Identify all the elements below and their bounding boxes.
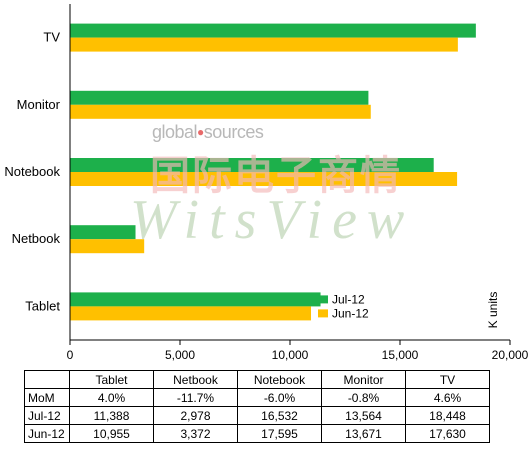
table-cell: 17,630 [405, 424, 490, 443]
table-cell: 10,955 [69, 424, 154, 443]
bar-jun-12-tablet [70, 306, 312, 321]
table-row: Jun-12 10,955 3,372 17,595 13,671 17,630 [24, 424, 490, 443]
table-row: Jul-12 11,388 2,978 16,532 13,564 18,448 [24, 406, 490, 425]
bar-chart: 0 5,000 10,000 15,000 20,000 TV Monitor Notebo… [4, 4, 529, 362]
table-header-row: Tablet Netbook Notebook Monitor TV [24, 370, 490, 389]
column-header: Notebook [237, 370, 322, 389]
y-tick-label: Monitor [17, 97, 61, 112]
legend-label: Jul-12 [332, 292, 365, 306]
table-cell: -11.7% [153, 388, 238, 407]
column-header: Tablet [69, 370, 154, 389]
y-tick-label: Notebook [4, 164, 60, 179]
bar-jul-12-monitor [70, 90, 369, 105]
y-tick-label: Netbook [12, 231, 61, 246]
table-cell: 4.0% [69, 388, 154, 407]
table-cell: 2,978 [153, 406, 238, 425]
watermark-witsview: WitsView [130, 189, 415, 251]
x-tick-label: 0 [67, 348, 74, 362]
table-cell: 11,388 [69, 406, 154, 425]
table-cell: -0.8% [321, 388, 406, 407]
table-corner-cell [24, 370, 70, 389]
bar-jul-12-netbook [70, 225, 136, 240]
bar-jul-12-tv [70, 23, 476, 38]
table-cell: 13,564 [321, 406, 406, 425]
legend-label: Jun-12 [332, 306, 369, 320]
bar-jun-12-tv [70, 37, 458, 52]
row-label: MoM [24, 388, 70, 407]
table-cell: 3,372 [153, 424, 238, 443]
bar-jul-12-tablet [70, 292, 321, 307]
watermark-global-sources: global●sources [152, 122, 264, 142]
bar-jun-12-netbook [70, 239, 145, 254]
y-tick-label: TV [43, 30, 60, 45]
column-header: Monitor [321, 370, 406, 389]
table-cell: 4.6% [405, 388, 490, 407]
column-header: Netbook [153, 370, 238, 389]
bar-jun-12-monitor [70, 104, 371, 119]
x-tick-label: 10,000 [272, 348, 309, 362]
table-row: MoM 4.0% -11.7% -6.0% -0.8% 4.6% [24, 388, 490, 407]
x-tick-label: 15,000 [382, 348, 419, 362]
row-label: Jul-12 [24, 406, 70, 425]
table-cell: -6.0% [237, 388, 322, 407]
table-cell: 18,448 [405, 406, 490, 425]
table-cell: 16,532 [237, 406, 322, 425]
data-table: Tablet Netbook Notebook Monitor TV MoM 4… [24, 370, 490, 443]
bar-jul-12-notebook [70, 158, 434, 172]
table-cell: 17,595 [237, 424, 322, 443]
y-tick-label: Tablet [25, 298, 60, 313]
column-header: TV [405, 370, 490, 389]
unit-label: K units [486, 292, 500, 329]
x-tick-label: 5,000 [165, 348, 195, 362]
watermark-chinese: 国际电子商情 [150, 154, 402, 198]
table-cell: 13,671 [321, 424, 406, 443]
bar-jun-12-notebook [70, 172, 458, 186]
x-tick-label: 20,000 [492, 348, 529, 362]
row-label: Jun-12 [24, 424, 70, 443]
